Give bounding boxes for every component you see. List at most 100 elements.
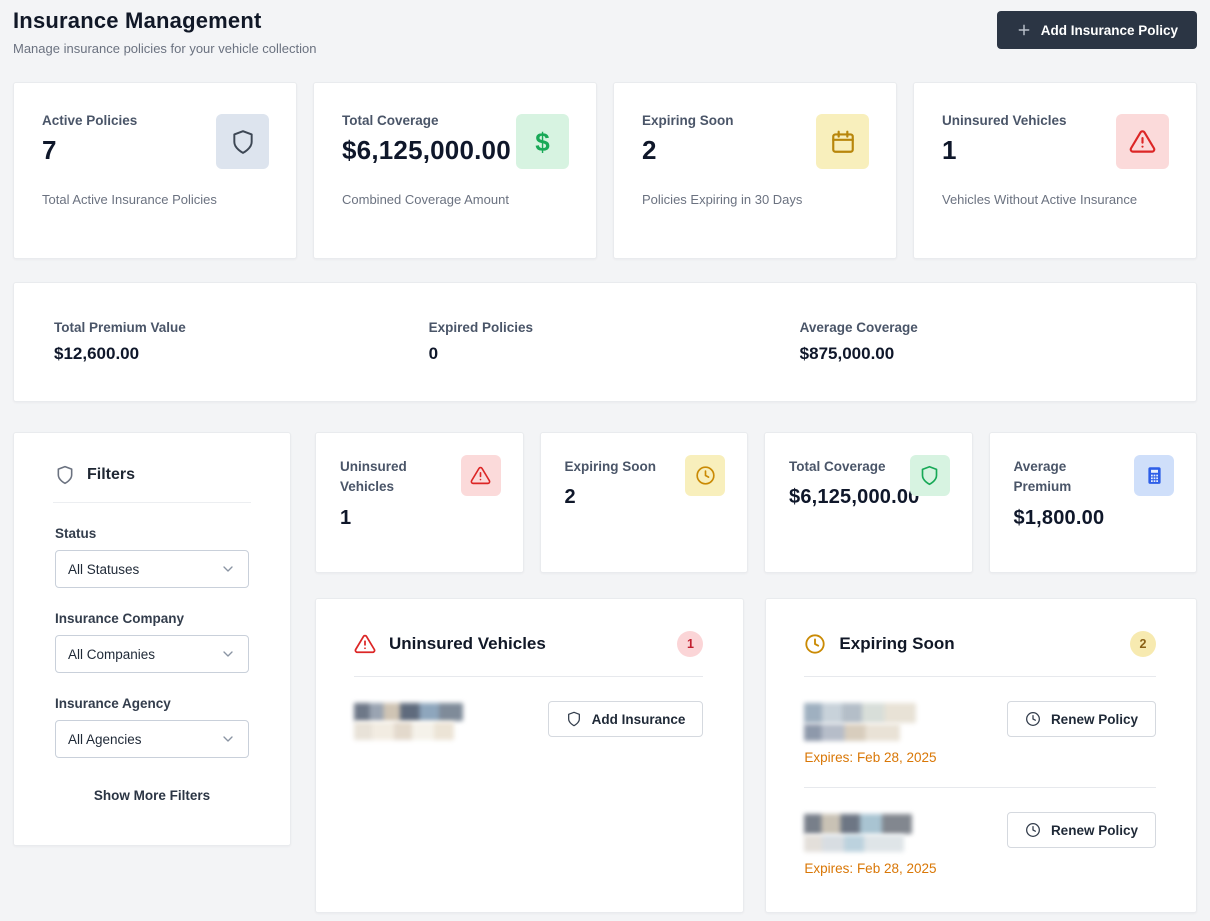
insurance-company-filter-label: Insurance Company [55, 611, 185, 626]
mini-card-label: Total Coverage [789, 459, 886, 474]
stat-description: Total Active Insurance Policies [42, 192, 217, 207]
mini-stat-cards-row: Uninsured Vehicles 1 Expiring Soon 2 Tot… [315, 432, 1197, 573]
renew-policy-button[interactable]: Renew Policy [1006, 812, 1156, 848]
stat-value: 2 [642, 135, 657, 165]
summary-item-total-premium: Total Premium Value $12,600.00 [54, 320, 429, 364]
insurance-company-select[interactable]: All Companies [55, 635, 249, 673]
dollar-icon: $ [516, 114, 569, 169]
clock-icon [1025, 711, 1041, 727]
stat-label: Expiring Soon [642, 113, 734, 128]
add-insurance-button-label: Add Insurance [591, 711, 686, 727]
mini-card-label: Average Premium [1013, 459, 1072, 495]
uninsured-panel-header: Uninsured Vehicles 1 [354, 631, 704, 657]
show-more-filters-link[interactable]: Show More Filters [93, 788, 211, 803]
alert-panels-row: Uninsured Vehicles 1 Add [315, 598, 1197, 913]
page-header: Insurance Management Manage insurance po… [13, 8, 1197, 56]
summary-item-expired-policies: Expired Policies 0 [429, 320, 800, 364]
filters-header: Filters [55, 465, 249, 485]
expiry-date-text: Expires: Feb 28, 2025 [804, 861, 937, 876]
summary-bar: Total Premium Value $12,600.00 Expired P… [13, 282, 1197, 402]
expiring-policy-info: Expires: Feb 28, 2025 [804, 701, 937, 765]
dollar-glyph: $ [535, 126, 550, 157]
shield-icon [55, 465, 75, 485]
mini-card-value: 1 [340, 506, 352, 529]
stat-card-uninsured-vehicles: Uninsured Vehicles 1 Vehicles Without Ac… [913, 82, 1197, 259]
divider [354, 676, 704, 677]
redacted-text-line [354, 703, 463, 721]
expiring-panel-title: Expiring Soon [839, 634, 955, 653]
redacted-vehicle-name [354, 701, 463, 741]
summary-label: Average Coverage [799, 320, 918, 335]
stat-value: 7 [42, 135, 57, 165]
summary-value: $875,000.00 [799, 344, 895, 363]
expiring-panel-header: Expiring Soon 2 [804, 631, 1156, 657]
divider [804, 676, 1156, 677]
renew-policy-button-label: Renew Policy [1050, 711, 1138, 727]
expiring-soon-panel: Expiring Soon 2 Expires: Feb 28, 2025 [765, 598, 1197, 913]
mini-card-value: 2 [564, 486, 576, 509]
chevron-down-icon [220, 561, 236, 577]
filters-panel: Filters Status All Statuses Insurance Co… [13, 432, 291, 846]
status-select-value: All Statuses [68, 561, 140, 577]
calculator-icon [1134, 455, 1174, 496]
redacted-policy-detail [804, 724, 901, 741]
redacted-vehicle-name [804, 703, 917, 723]
stat-description: Policies Expiring in 30 Days [642, 192, 803, 207]
stat-cards-row: Active Policies 7 Total Active Insurance… [13, 82, 1197, 259]
insurance-agency-select[interactable]: All Agencies [55, 720, 249, 758]
divider [53, 502, 251, 503]
divider [804, 787, 1156, 788]
stat-description: Combined Coverage Amount [342, 192, 509, 207]
page-title: Insurance Management [13, 8, 262, 33]
redacted-text-line [354, 722, 454, 740]
add-insurance-button[interactable]: Add Insurance [547, 701, 704, 737]
uninsured-panel-title: Uninsured Vehicles [389, 634, 546, 653]
shield-icon [566, 711, 582, 727]
insurance-company-select-value: All Companies [68, 646, 156, 662]
redacted-vehicle-name [804, 814, 913, 834]
shield-icon [216, 114, 269, 169]
uninsured-count-badge: 1 [677, 631, 704, 657]
uninsured-vehicle-item: Add Insurance [354, 677, 704, 741]
mini-card-expiring-soon: Expiring Soon 2 [539, 432, 748, 573]
stat-card-total-coverage: Total Coverage $6,125,000.00 Combined Co… [313, 82, 597, 259]
clock-icon [685, 455, 725, 496]
expiring-policy-item: Expires: Feb 28, 2025 Renew Policy [804, 788, 1156, 876]
mini-card-label: Uninsured Vehicles [340, 459, 407, 495]
status-filter-label: Status [55, 526, 97, 541]
mini-card-label: Expiring Soon [564, 459, 657, 474]
alert-triangle-icon [1116, 114, 1169, 169]
mini-card-total-coverage: Total Coverage $6,125,000.00 [764, 432, 973, 573]
summary-label: Total Premium Value [54, 320, 186, 335]
renew-policy-button[interactable]: Renew Policy [1006, 701, 1156, 737]
alert-triangle-icon [354, 633, 376, 655]
stat-label: Active Policies [42, 113, 138, 128]
mini-card-value: $1,800.00 [1013, 506, 1105, 529]
shield-icon [909, 455, 950, 496]
expiring-policy-info: Expires: Feb 28, 2025 [804, 812, 937, 876]
alert-triangle-icon [460, 455, 501, 496]
stat-label: Total Coverage [342, 113, 439, 128]
clock-icon [1025, 822, 1041, 838]
summary-value: $12,600.00 [54, 344, 140, 363]
mini-card-average-premium: Average Premium $1,800.00 [988, 432, 1197, 573]
add-insurance-policy-button[interactable]: Add Insurance Policy [996, 11, 1197, 49]
filters-title: Filters [87, 466, 136, 483]
chevron-down-icon [220, 646, 236, 662]
renew-policy-button-label: Renew Policy [1050, 822, 1138, 838]
stat-value: $6,125,000.00 [342, 135, 511, 165]
chevron-down-icon [220, 731, 236, 747]
calendar-icon [816, 114, 869, 169]
expiry-date-text: Expires: Feb 28, 2025 [804, 750, 937, 765]
add-insurance-policy-label: Add Insurance Policy [1040, 22, 1178, 38]
stat-card-expiring-soon: Expiring Soon 2 Policies Expiring in 30 … [613, 82, 897, 259]
stat-value: 1 [942, 135, 957, 165]
status-select[interactable]: All Statuses [55, 550, 249, 588]
clock-icon [804, 633, 826, 655]
stat-description: Vehicles Without Active Insurance [942, 192, 1138, 207]
page-header-text: Insurance Management Manage insurance po… [13, 8, 317, 56]
page-subtitle: Manage insurance policies for your vehic… [13, 41, 317, 56]
stat-card-active-policies: Active Policies 7 Total Active Insurance… [13, 82, 297, 259]
insurance-agency-select-value: All Agencies [68, 731, 142, 747]
mini-card-value: $6,125,000.00 [789, 486, 920, 509]
